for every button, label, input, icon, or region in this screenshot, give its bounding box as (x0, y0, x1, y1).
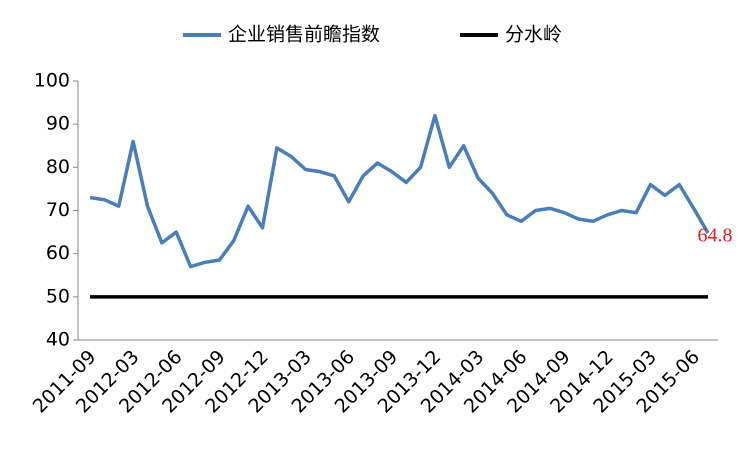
series-line (89, 113, 710, 269)
y-tick-label: 40 (46, 329, 70, 351)
data-label: 64.8 (698, 225, 733, 247)
y-tick-label: 60 (46, 242, 70, 264)
y-tick-label: 50 (46, 285, 70, 307)
legend-label: 分水岭 (505, 24, 562, 46)
y-tick-label: 100 (34, 70, 70, 92)
legend-label: 企业销售前瞻指数 (228, 24, 380, 46)
y-tick-label: 90 (46, 113, 70, 135)
y-tick-label: 80 (46, 156, 70, 178)
y-tick-label: 70 (46, 199, 70, 221)
